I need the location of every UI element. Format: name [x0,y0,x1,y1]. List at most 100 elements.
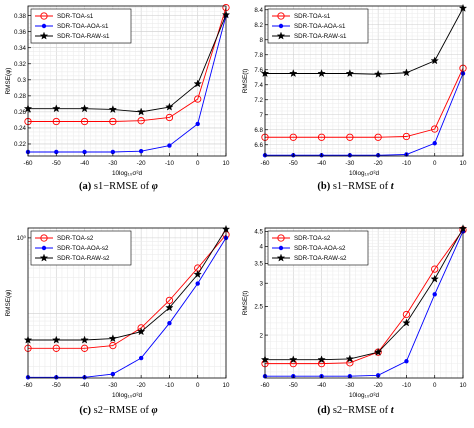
legend-label: SDR-TOA-s2 [57,235,94,242]
legend: SDR-TOA-s1 SDR-TOA-AOA-s1 SDR-TOA-RAW-s1 [30,8,132,44]
x-tick-label: -60 [24,160,34,167]
x-tick-label: 0 [196,160,200,167]
x-tick-label: -30 [108,160,118,167]
legend-marker [278,23,284,29]
legend-marker [276,31,286,40]
x-tick-label: 0 [433,382,437,389]
data-point [402,310,411,319]
y-tick-label: 0.24 [14,125,27,132]
data-point [52,104,61,113]
x-tick-label: 0 [196,382,200,389]
legend-label: SDR-TOA-RAW-s2 [294,255,347,262]
data-point [193,79,202,88]
series-line [28,14,227,113]
data-point [431,125,439,133]
caption-text: s2−RMSE of [330,405,391,416]
caption-letter: (a) [79,181,92,192]
data-point [167,320,172,326]
x-tick-label: -50 [52,382,62,389]
legend: SDR-TOA-s1 SDR-TOA-AOA-s1 SDR-TOA-RAW-s1 [267,8,369,44]
x-tick-label: -10 [165,160,175,167]
x-tick-label: -50 [289,160,299,167]
data-point [167,143,172,148]
y-tick-label: 0.36 [14,29,27,36]
data-point [432,292,437,297]
x-tick-label: -40 [80,160,90,167]
x-tick-label: -40 [80,382,90,389]
caption-symbol: φ [151,181,158,192]
data-point [432,141,437,146]
data-point [109,117,117,126]
y-tick-label: 7.6 [254,67,263,74]
caption-c: (c) s2−RMSE of φ [0,405,237,416]
data-point [52,335,61,344]
caption-letter: (b) [317,181,331,192]
y-tick-label: 0.3 [17,77,26,84]
legend-marker [277,12,285,20]
data-point [52,117,60,126]
x-tick-label: 0 [433,160,437,167]
data-point [317,69,326,78]
data-point [345,354,355,363]
legend: SDR-TOA-s2 SDR-TOA-AOA-s2 SDR-TOA-RAW-s2 [267,230,369,266]
legend-marker [39,253,49,262]
series-line [265,228,464,361]
x-tick-label: -50 [289,382,299,389]
caption-symbol: t [390,405,394,416]
data-point [193,270,202,278]
y-tick-label: 0.26 [14,109,27,116]
legend-marker [277,234,285,242]
y-tick-label: 0.34 [14,45,27,52]
legend-marker [41,23,47,29]
y-tick-label: 4 [260,244,264,251]
y-tick-label: 2 [260,332,264,339]
data-point [194,95,202,103]
legend-marker [40,234,48,242]
x-tick-label: -40 [317,382,327,389]
series-line [28,237,227,378]
data-point [195,281,200,286]
chart-panel-b: -60 -50 -40 -30 -20 -10 0 10 6.6 6.8 7 7.2 7.4 7.6 7.8… [242,3,468,177]
axes-frame [27,5,227,157]
legend-label: SDR-TOA-s2 [294,235,331,242]
y-tick-label: 7.8 [254,52,263,59]
x-tick-label: 10 [223,382,230,389]
data-point [317,355,326,364]
caption-letter: (c) [79,405,91,416]
x-tick-label: -10 [402,382,412,389]
data-point [431,265,439,273]
data-point [108,105,118,114]
legend-label: SDR-TOA-s1 [294,13,331,20]
series-line [28,229,227,341]
x-tick-label: -60 [261,382,271,389]
data-point [430,274,439,283]
data-point [317,133,326,141]
y-tick-label: 6.8 [254,127,263,134]
legend-label: SDR-TOA-RAW-s2 [57,255,110,262]
legend-label: SDR-TOA-RAW-s1 [294,33,347,40]
y-tick-label: 3.5 [254,261,263,268]
x-tick-label: 10 [223,160,230,167]
legend-label: SDR-TOA-AOA-s2 [57,245,109,252]
data-point [430,56,439,65]
data-point [346,133,354,141]
caption-text: s2−RMSE of [91,405,152,416]
y-axis-label: RMSE(φ) [5,68,12,95]
x-tick-label: 10 [460,160,467,167]
y-tick-label: 7.2 [254,97,263,104]
y-axis-label: RMSE(t) [242,69,249,94]
data-point [373,347,383,356]
x-axis-label: 10log₁₀σ²d [112,392,143,399]
data-point [137,117,145,125]
data-point [195,121,200,127]
legend-marker [41,245,47,251]
series-line [265,8,464,75]
data-point [373,69,383,78]
y-tick-label: 8.2 [254,22,263,29]
y-tick-label: 0.28 [14,93,27,100]
y-axis-label: RMSE(t) [242,291,249,316]
data-point [138,355,144,361]
data-point [80,335,89,344]
caption-b: (b) s1−RMSE of t [237,181,474,192]
y-tick-label: 4.5 [254,229,263,236]
